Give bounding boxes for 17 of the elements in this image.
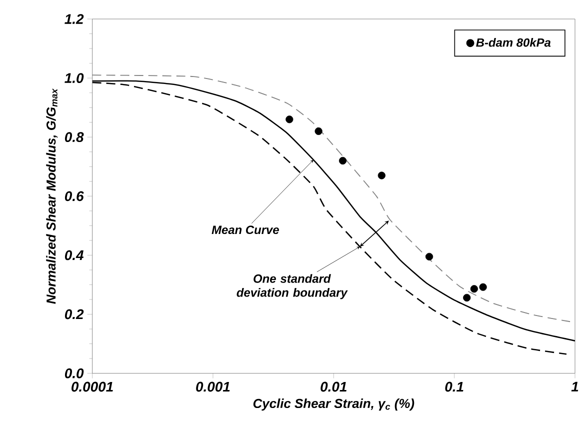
legend-label: B-dam 80kPa [476,38,551,47]
x-axis-title: Cyclic Shear Strain, γ$_{c}$ (%) [253,398,414,411]
annotation: Mean Curve [212,226,279,234]
y-tick-label: 0.0 [64,368,84,378]
y-tick-label: 0.4 [64,250,84,260]
annotation: One standard deviation boundary [236,274,348,300]
x-tick-label: 0.01 [320,382,346,392]
x-tick-label: 1 [571,382,578,392]
y-tick-label: 1.2 [64,14,84,24]
x-tick-label: 0.1 [445,382,464,392]
y-tick-label: 0.6 [64,191,84,202]
y-tick-label: 0.8 [64,132,84,142]
y-tick-label: 0.2 [64,309,84,320]
y-tick-label: 1.0 [64,73,84,83]
x-tick-label: 0.0001 [72,382,113,392]
x-tick-label: 0.001 [196,382,230,392]
y-axis-title: Normalized Shear Modulus, G/G$_{max}$ [46,88,58,304]
